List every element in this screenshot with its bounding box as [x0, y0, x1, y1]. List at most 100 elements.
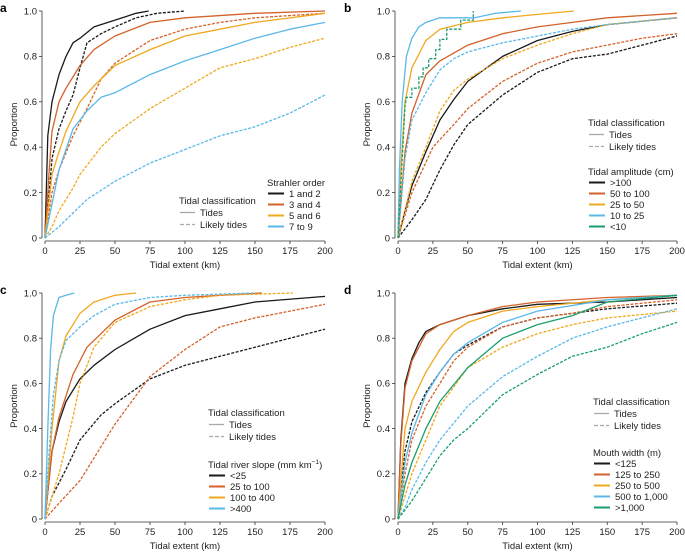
legend-item-label: Tides	[609, 130, 632, 141]
y-axis-label: Proportion	[9, 103, 20, 147]
x-tick-label: 50	[110, 246, 121, 257]
x-tick-label: 25	[428, 527, 439, 538]
series-line--25-tides	[44, 295, 326, 520]
series-line-3-and-4-tides	[44, 10, 326, 239]
series-line-1-and-2-likely-tides	[44, 10, 186, 239]
y-tick-label: 0.8	[377, 52, 390, 63]
x-tick-label: 25	[75, 246, 86, 257]
x-axis-label: Tidal extent (km)	[502, 260, 572, 271]
panel-d: d 0 0.2 0.4 0.6 0.8 1.0 0 25 50 75 100 125 150 175 200 T…	[344, 283, 685, 552]
series-line-250-to-500-tides	[397, 294, 678, 520]
series-line--400-tides	[44, 292, 75, 520]
y-axis-label: Proportion	[9, 384, 20, 428]
legend-item-label: Likely tides	[609, 142, 656, 153]
x-tick-label: 50	[110, 527, 121, 538]
x-tick-label: 25	[75, 527, 86, 538]
y-tick-label: 0.8	[24, 334, 37, 345]
series-line-50-to-100-likely-tides	[397, 33, 678, 239]
panel-label: b	[344, 1, 351, 15]
series-line-25-to-50-likely-tides	[397, 17, 678, 239]
y-tick-label: 0.6	[377, 379, 390, 390]
legend-item-label: >100	[610, 178, 631, 189]
y-tick-label: 0.6	[24, 97, 37, 108]
series-line-5-and-6-likely-tides	[44, 37, 326, 239]
x-axis-label: Tidal extent (km)	[502, 541, 572, 552]
x-tick-label: 150	[599, 246, 615, 257]
series-line-25-to-50-tides	[397, 10, 574, 239]
y-tick-label: 0.2	[377, 469, 390, 480]
legend-classification-title: Tidal classification	[593, 397, 670, 408]
x-tick-label: 150	[247, 246, 263, 257]
series-line--10-likely-tides	[397, 11, 474, 239]
legend-item-label: Tides	[229, 420, 252, 431]
x-tick-label: 200	[669, 246, 685, 257]
y-tick-label: 0.6	[377, 97, 390, 108]
x-tick-label: 0	[42, 246, 47, 257]
legend-classification-title: Tidal classification	[208, 408, 285, 419]
series-line--100-tides	[397, 17, 678, 239]
series-line-125-to-250-tides	[397, 294, 678, 520]
x-tick-label: 125	[212, 246, 228, 257]
legend-group-title: Strahler order	[267, 178, 325, 189]
series-line-100-to-400-likely-tides	[44, 292, 293, 520]
series-line--100-likely-tides	[397, 35, 678, 239]
x-tick-label: 175	[282, 527, 298, 538]
legend-item-label: 500 to 1,000	[615, 492, 668, 503]
series-line-10-to-25-tides	[397, 10, 521, 239]
y-axis-label: Proportion	[362, 103, 373, 147]
legend-classification-title: Tidal classification	[179, 196, 256, 207]
x-tick-label: 0	[42, 527, 47, 538]
x-tick-label: 200	[317, 246, 333, 257]
legend-item-label: Likely tides	[200, 220, 247, 231]
y-tick-label: 0.4	[377, 143, 390, 154]
series-line-500-to-1-000-tides	[397, 294, 678, 520]
legend-item-label: >1,000	[615, 503, 644, 514]
legend-item-label: 25 to 100	[230, 482, 270, 493]
y-tick-label: 0.4	[377, 424, 390, 435]
y-tick-label: 1.0	[377, 288, 390, 299]
legend-item-label: <125	[615, 459, 636, 470]
legend-item-label: 125 to 250	[615, 470, 660, 481]
legend-item-label: 25 to 50	[610, 200, 644, 211]
y-tick-label: 0.8	[24, 52, 37, 63]
series-line--400-likely-tides	[44, 292, 256, 520]
panel-label: a	[0, 1, 7, 15]
legend-item-label: Likely tides	[229, 432, 276, 443]
panel-label: d	[344, 283, 351, 297]
series-line-125-to-250-likely-tides	[397, 299, 678, 520]
legend-group-title: Tidal river slope (mm km−1)	[208, 459, 322, 471]
y-tick-label: 0.8	[377, 334, 390, 345]
y-tick-label: 0.2	[377, 188, 390, 199]
legend-item-label: >400	[230, 504, 251, 515]
series-line-25-to-100-tides	[44, 292, 263, 520]
series-line-7-to-9-tides	[44, 21, 326, 239]
legend-item-label: 1 and 2	[289, 189, 321, 200]
y-tick-label: 1.0	[377, 6, 390, 17]
series-line-5-and-6-tides	[44, 12, 326, 239]
y-tick-label: 0.4	[24, 424, 37, 435]
series-line-1-and-2-tides	[44, 10, 149, 239]
x-tick-label: 75	[497, 527, 508, 538]
series-line--1-000-likely-tides	[397, 321, 678, 520]
panel-label: c	[0, 283, 7, 297]
x-tick-label: 75	[497, 246, 508, 257]
legend-item-label: 3 and 4	[289, 200, 321, 211]
x-tick-label: 25	[428, 246, 439, 257]
series-line-500-to-1-000-likely-tides	[397, 308, 678, 520]
x-tick-label: 0	[395, 527, 400, 538]
panel-a: a 0 0.2 0.4 0.6 0.8 1.0 0 25 50 75 100 125 150 175 200 T…	[0, 1, 333, 271]
legend-title-superscript: −1	[312, 459, 320, 466]
y-tick-label: 0.6	[24, 379, 37, 390]
y-tick-label: 0	[385, 514, 390, 525]
y-tick-label: 0.4	[24, 143, 37, 154]
legend-title-end: )	[319, 460, 322, 471]
x-tick-label: 100	[530, 246, 546, 257]
